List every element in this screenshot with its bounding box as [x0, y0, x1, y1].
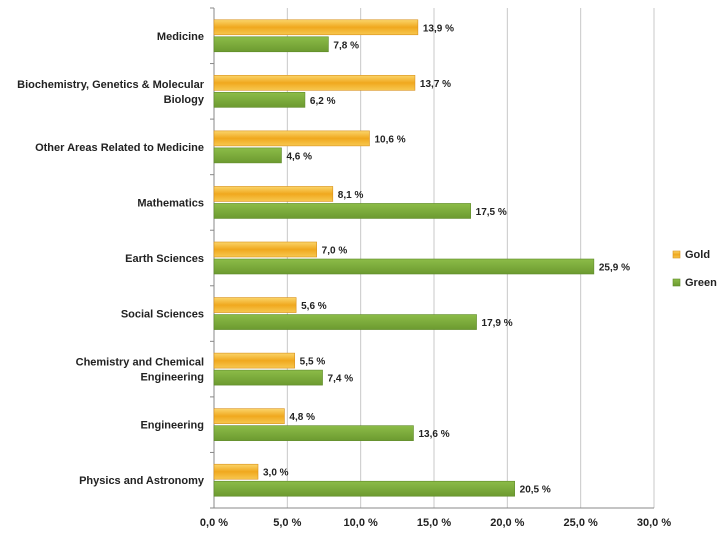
x-tick-label: 20,0 % — [490, 517, 524, 529]
bar-gold — [213, 408, 285, 424]
bars — [213, 19, 595, 497]
data-label: 13,7 % — [420, 79, 451, 90]
bar-green — [213, 369, 323, 386]
data-label: 20,5 % — [520, 485, 551, 496]
bar-gold — [213, 463, 259, 480]
bar-green — [213, 147, 282, 164]
legend-swatch-gold — [672, 250, 681, 259]
legend-label: Green — [685, 277, 717, 289]
bar-gold — [213, 19, 419, 36]
data-label: 5,6 % — [301, 301, 327, 312]
data-label: 5,5 % — [300, 357, 326, 368]
data-label: 25,9 % — [599, 263, 630, 274]
category-label: Chemistry and Chemical Engineering — [76, 357, 204, 384]
x-tick-label: 5,0 % — [273, 517, 301, 529]
bar-green — [213, 92, 306, 108]
data-label: 13,6 % — [418, 429, 449, 440]
bar-green — [213, 258, 595, 275]
bar-gold — [213, 75, 416, 91]
category-label: Other Areas Related to Medicine — [35, 142, 204, 154]
data-label: 17,9 % — [482, 318, 513, 329]
data-label: 17,5 % — [476, 207, 507, 218]
category-label: Social Sciences — [121, 309, 204, 321]
legend-swatch-green — [672, 278, 681, 287]
bar-green — [213, 425, 414, 441]
category-label: Engineering — [140, 420, 204, 432]
x-tick-label: 15,0 % — [417, 517, 451, 529]
data-label: 7,8 % — [333, 40, 359, 51]
data-label: 8,1 % — [338, 190, 364, 201]
legend-label: Gold — [685, 249, 710, 261]
data-label: 4,6 % — [286, 151, 312, 162]
data-label: 6,2 % — [310, 96, 336, 107]
legend: Gold Green — [672, 249, 717, 289]
x-tick-label: 30,0 % — [637, 517, 671, 529]
axes — [210, 7, 654, 509]
category-label: Mathematics — [137, 197, 204, 209]
bar-green — [213, 480, 515, 497]
bar-gold — [213, 241, 317, 258]
bar-green — [213, 314, 477, 330]
bar-gold — [213, 352, 295, 369]
data-label: 7,0 % — [322, 246, 348, 257]
category-label: Physics and Astronomy — [79, 475, 205, 487]
x-tick-label: 0,0 % — [200, 517, 228, 529]
bar-gold — [213, 297, 297, 313]
bar-green — [213, 203, 471, 219]
data-label: 3,0 % — [263, 468, 289, 479]
data-label: 7,4 % — [328, 374, 354, 385]
data-label: 13,9 % — [423, 23, 454, 34]
bar-gold — [213, 130, 370, 147]
x-tick-label: 25,0 % — [564, 517, 598, 529]
data-label: 10,6 % — [374, 134, 405, 145]
gridlines — [286, 8, 655, 508]
labels: 0,0 % 5,0 % 10,0 % 15,0 % 20,0 % 25,0 % 30,0 %… — [17, 23, 671, 529]
data-label: 4,8 % — [289, 412, 315, 423]
category-label: Earth Sciences — [125, 253, 204, 265]
x-tick-label: 10,0 % — [344, 517, 378, 529]
category-label: Medicine — [157, 31, 204, 43]
category-label: Biochemistry, Genetics & Molecular Biolog… — [17, 79, 205, 106]
bar-green — [213, 36, 329, 53]
bar-gold — [213, 186, 334, 202]
